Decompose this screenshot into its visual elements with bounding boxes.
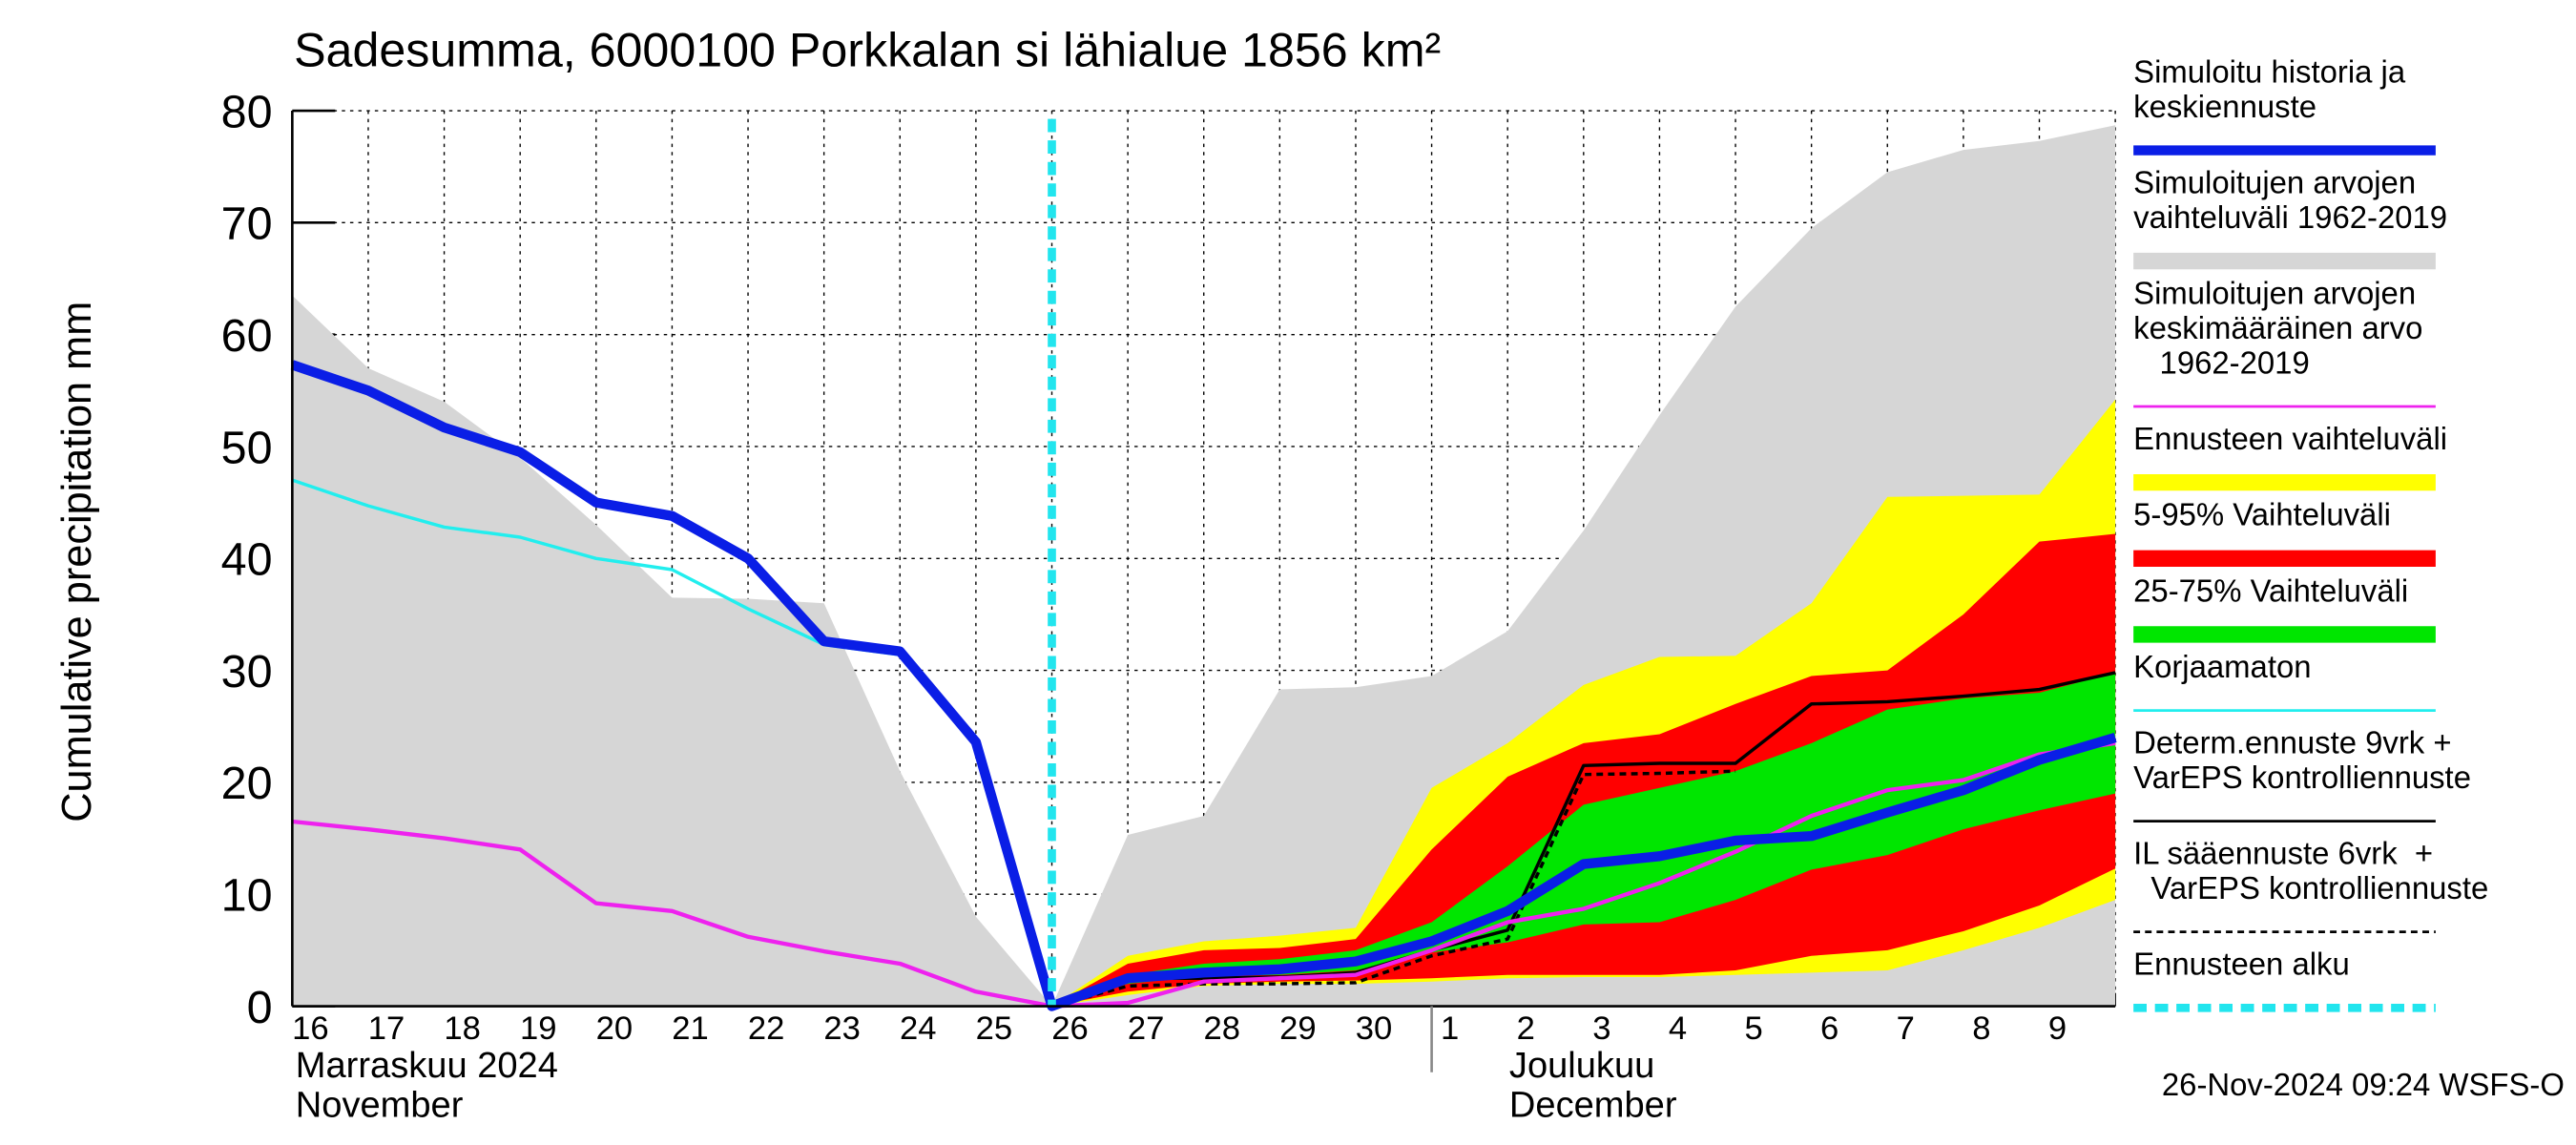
y-tick-label: 0 [247, 982, 273, 1033]
series-line [1050, 671, 2116, 1009]
range-band [1051, 672, 2116, 1007]
legend-label: IL sääennuste 6vrk + VarEPS kontrollienn… [2133, 836, 2488, 906]
series-line [292, 740, 2116, 1009]
month-label: Marraskuu 2024 November [296, 1046, 558, 1126]
chart-title: Sadesumma, 6000100 Porkkalan si lähialue… [294, 23, 1441, 76]
series-line [290, 360, 2117, 1011]
y-tick-label: 10 [221, 870, 273, 922]
legend-label: Ennusteen vaihteluväli [2133, 421, 2447, 456]
legend-label: Ennusteen alku [2133, 947, 2350, 982]
range-band [1051, 533, 2116, 1007]
legend-label: Determ.ennuste 9vrk + VarEPS kontrollienn… [2133, 725, 2471, 795]
x-tick-label: 28 [1204, 1010, 1240, 1047]
legend-label: 5-95% Vaihteluväli [2133, 497, 2391, 532]
legend-label: Simuloitujen arvojen keskimääräinen arvo … [2133, 276, 2422, 381]
x-tick-label: 8 [1972, 1010, 1990, 1047]
x-tick-label: 20 [596, 1010, 633, 1047]
y-tick-label: 20 [221, 758, 273, 809]
y-tick-label: 60 [221, 310, 273, 362]
x-tick-label: 22 [748, 1010, 784, 1047]
x-tick-label: 2 [1517, 1010, 1535, 1047]
x-tick-label: 16 [292, 1010, 328, 1047]
y-tick-label: 80 [221, 86, 273, 137]
x-tick-label: 3 [1592, 1010, 1610, 1047]
x-tick-label: 24 [900, 1010, 936, 1047]
x-tick-label: 5 [1744, 1010, 1762, 1047]
footer: 26-Nov-2024 09:24 WSFS-O [2162, 1067, 2565, 1102]
x-tick-label: 23 [823, 1010, 860, 1047]
x-tick-label: 30 [1356, 1010, 1392, 1047]
x-tick-label: 26 [1051, 1010, 1088, 1047]
x-tick-label: 9 [2048, 1010, 2067, 1047]
x-tick-label: 6 [1820, 1010, 1839, 1047]
legend-label: Korjaamaton [2133, 649, 2311, 684]
x-tick-label: 21 [672, 1010, 708, 1047]
y-tick-label: 70 [221, 198, 273, 250]
x-tick-label: 27 [1128, 1010, 1164, 1047]
legend-label: Simuloitu historia ja keskiennuste [2133, 54, 2406, 124]
y-axis-label: Cumulative precipitation mm [54, 302, 100, 822]
x-tick-label: 18 [444, 1010, 480, 1047]
legend-label: Simuloitujen arvojen vaihteluväli 1962-20… [2133, 165, 2447, 235]
x-tick-label: 25 [976, 1010, 1012, 1047]
x-tick-label: 4 [1669, 1010, 1687, 1047]
legend-label: 25-75% Vaihteluväli [2133, 572, 2408, 608]
x-tick-label: 17 [368, 1010, 405, 1047]
y-tick-label: 50 [221, 422, 273, 473]
x-tick-label: 7 [1897, 1010, 1915, 1047]
series-line [1051, 769, 1736, 1009]
x-tick-label: 1 [1441, 1010, 1459, 1047]
x-tick-label: 29 [1279, 1010, 1316, 1047]
x-tick-label: 19 [520, 1010, 556, 1047]
y-tick-label: 30 [221, 646, 273, 697]
y-tick-label: 40 [221, 534, 273, 586]
month-label: Joulukuu December [1509, 1046, 1677, 1126]
